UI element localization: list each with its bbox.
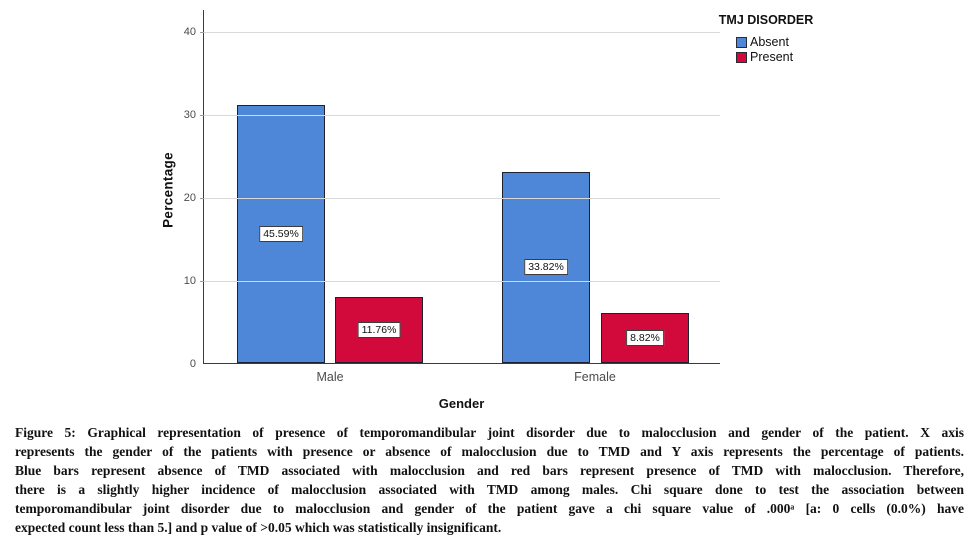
bar-value-label: 33.82% bbox=[524, 259, 568, 276]
caption-line: represents the gender of the patients wi… bbox=[15, 444, 964, 459]
bar-female-present: 8.82% bbox=[601, 313, 689, 363]
y-tick-mark bbox=[200, 197, 204, 199]
blue-swatch-icon bbox=[736, 36, 747, 48]
y-tick-label: 0 bbox=[189, 358, 196, 370]
y-tick-mark bbox=[200, 280, 204, 282]
gridline bbox=[204, 280, 720, 282]
bar-value-label: 45.59% bbox=[259, 226, 303, 243]
x-tick-label-female: Female bbox=[574, 370, 616, 384]
legend-item-present: Present bbox=[736, 50, 816, 64]
grouped-bar-chart: Percentage 0 10 20 30 40 45.59% 11.76% 33.82… bbox=[0, 10, 816, 411]
legend-label: Absent bbox=[750, 35, 789, 49]
x-tick-label-male: Male bbox=[316, 370, 344, 384]
red-swatch-icon bbox=[736, 51, 747, 63]
y-tick-labels: 0 10 20 30 40 bbox=[0, 10, 196, 370]
legend-item-absent: Absent bbox=[736, 35, 816, 49]
bar-male-present: 11.76% bbox=[335, 296, 423, 363]
y-tick-mark bbox=[200, 114, 204, 116]
bar-male-absent: 45.59% bbox=[237, 105, 325, 363]
gridline bbox=[204, 114, 720, 116]
legend: TMJ DISORDER Absent Present bbox=[716, 12, 816, 65]
caption-line: there is a slightly higher incidence of … bbox=[15, 482, 964, 497]
gridline bbox=[204, 197, 720, 199]
y-tick-label: 20 bbox=[183, 191, 196, 204]
legend-title: TMJ DISORDER bbox=[718, 13, 814, 27]
y-tick-mark bbox=[200, 31, 204, 33]
y-tick-label: 30 bbox=[183, 108, 196, 121]
bar-value-label: 8.82% bbox=[626, 330, 664, 347]
caption-line: expected count less than 5.] and p value… bbox=[15, 520, 502, 535]
bar-female-absent: 33.82% bbox=[502, 171, 590, 363]
legend-label: Present bbox=[750, 50, 794, 64]
gridline bbox=[204, 31, 720, 33]
y-tick-label: 40 bbox=[183, 25, 196, 38]
bar-value-label: 11.76% bbox=[357, 321, 401, 338]
figure-caption: Figure 5: Graphical representation of pr… bbox=[15, 423, 964, 537]
plot-area: 45.59% 11.76% 33.82% 8.82% bbox=[200, 10, 720, 364]
caption-line: Figure 5: Graphical representation of pr… bbox=[15, 425, 964, 440]
caption-line: Blue bars represent absence of TMD assoc… bbox=[15, 463, 964, 478]
legend-items: Absent Present bbox=[716, 35, 816, 64]
x-axis-title: Gender bbox=[438, 396, 485, 411]
caption-line: temporomandibular joint disorder due to … bbox=[15, 501, 964, 516]
y-tick-label: 10 bbox=[183, 274, 196, 287]
